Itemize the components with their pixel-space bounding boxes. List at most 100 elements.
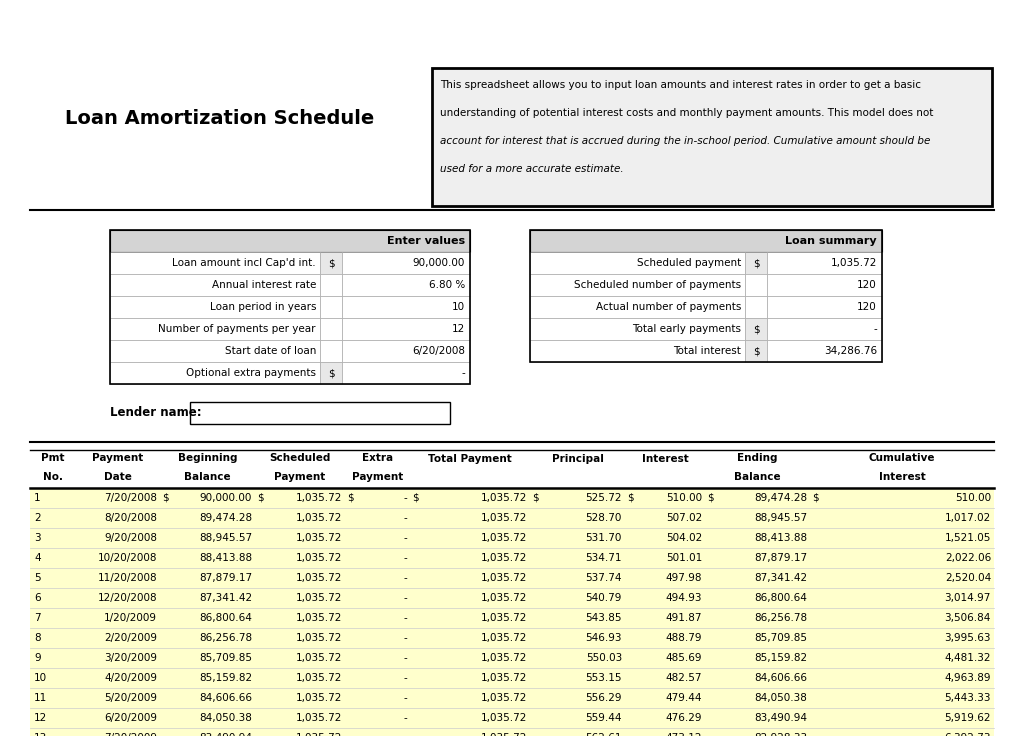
Text: 1,035.72: 1,035.72	[296, 733, 342, 736]
Text: 1,035.72: 1,035.72	[296, 613, 342, 623]
Text: 482.57: 482.57	[666, 673, 702, 683]
Text: 540.79: 540.79	[586, 593, 622, 603]
Text: Balance: Balance	[734, 472, 781, 482]
Text: 88,413.88: 88,413.88	[199, 553, 252, 563]
Text: 1,035.72: 1,035.72	[296, 693, 342, 703]
Text: 8/20/2008: 8/20/2008	[104, 513, 157, 523]
Text: 3,995.63: 3,995.63	[944, 633, 991, 643]
Text: Total Payment: Total Payment	[428, 455, 512, 464]
Text: 10: 10	[34, 673, 47, 683]
Text: This spreadsheet allows you to input loan amounts and interest rates in order to: This spreadsheet allows you to input loa…	[440, 80, 921, 90]
Text: 86,800.64: 86,800.64	[754, 593, 807, 603]
Bar	[342, 318, 470, 340]
Bar	[30, 648, 994, 668]
Text: 2,022.06: 2,022.06	[945, 553, 991, 563]
Bar	[342, 274, 470, 296]
Text: 2/20/2009: 2/20/2009	[104, 633, 157, 643]
Text: 10: 10	[452, 302, 465, 312]
Text: 531.70: 531.70	[586, 533, 622, 543]
Text: 6.80 %: 6.80 %	[429, 280, 465, 290]
Bar	[110, 362, 319, 384]
Bar	[110, 296, 319, 318]
Text: $: $	[627, 493, 634, 503]
Bar	[745, 274, 767, 296]
Text: 11/20/2008: 11/20/2008	[97, 573, 157, 583]
Text: -: -	[403, 613, 407, 623]
Bar	[767, 252, 882, 274]
Text: Actual number of payments: Actual number of payments	[596, 302, 741, 312]
Text: 1,035.72: 1,035.72	[480, 513, 527, 523]
Text: 556.29: 556.29	[586, 693, 622, 703]
Text: $: $	[707, 493, 714, 503]
Bar	[432, 68, 992, 206]
Text: No.: No.	[43, 472, 62, 482]
Text: 87,341.42: 87,341.42	[199, 593, 252, 603]
Text: 488.79: 488.79	[666, 633, 702, 643]
Text: $: $	[328, 258, 334, 268]
Text: 1,035.72: 1,035.72	[480, 613, 527, 623]
Text: 87,341.42: 87,341.42	[754, 573, 807, 583]
Text: 1,035.72: 1,035.72	[296, 573, 342, 583]
Text: used for a more accurate estimate.: used for a more accurate estimate.	[440, 164, 624, 174]
Text: Extra: Extra	[361, 453, 393, 463]
Text: 1,035.72: 1,035.72	[480, 733, 527, 736]
Bar	[745, 296, 767, 318]
Text: 510.00: 510.00	[954, 493, 991, 503]
Text: Optional extra payments: Optional extra payments	[186, 368, 316, 378]
Text: 1,035.72: 1,035.72	[296, 653, 342, 663]
Text: 3,014.97: 3,014.97	[944, 593, 991, 603]
Bar	[745, 318, 767, 340]
Text: 85,709.85: 85,709.85	[199, 653, 252, 663]
Text: 479.44: 479.44	[666, 693, 702, 703]
Bar	[30, 588, 994, 608]
Text: 1,035.72: 1,035.72	[296, 533, 342, 543]
Bar	[319, 274, 342, 296]
Bar	[319, 252, 342, 274]
Text: -: -	[403, 733, 407, 736]
Text: 1,035.72: 1,035.72	[480, 573, 527, 583]
Bar	[767, 274, 882, 296]
Text: 510.00: 510.00	[666, 493, 702, 503]
Bar	[319, 296, 342, 318]
Bar	[30, 508, 994, 528]
Text: 562.61: 562.61	[586, 733, 622, 736]
Bar	[30, 668, 994, 688]
Bar	[319, 318, 342, 340]
Text: 1,035.72: 1,035.72	[296, 513, 342, 523]
Text: 1,035.72: 1,035.72	[480, 493, 527, 503]
Text: 3/20/2009: 3/20/2009	[104, 653, 157, 663]
Text: Loan summary: Loan summary	[785, 236, 877, 246]
Text: 6/20/2009: 6/20/2009	[104, 713, 157, 723]
Text: Pmt: Pmt	[41, 453, 65, 463]
Text: -: -	[403, 713, 407, 723]
Text: 1,035.72: 1,035.72	[296, 713, 342, 723]
Text: understanding of potential interest costs and monthly payment amounts. This mode: understanding of potential interest cost…	[440, 108, 933, 118]
Text: 1,035.72: 1,035.72	[296, 553, 342, 563]
Text: Scheduled number of payments: Scheduled number of payments	[573, 280, 741, 290]
Text: 3: 3	[34, 533, 41, 543]
Text: 10/20/2008: 10/20/2008	[97, 553, 157, 563]
Text: -: -	[403, 573, 407, 583]
Text: 86,800.64: 86,800.64	[199, 613, 252, 623]
Text: 85,709.85: 85,709.85	[754, 633, 807, 643]
Text: Interest: Interest	[879, 472, 926, 482]
Text: 1: 1	[34, 493, 41, 503]
Text: 528.70: 528.70	[586, 513, 622, 523]
Text: 5/20/2009: 5/20/2009	[104, 693, 157, 703]
Text: 1,035.72: 1,035.72	[480, 553, 527, 563]
Text: -: -	[403, 533, 407, 543]
Text: 497.98: 497.98	[666, 573, 702, 583]
Bar	[319, 362, 342, 384]
Bar	[745, 340, 767, 362]
Text: 86,256.78: 86,256.78	[754, 613, 807, 623]
Text: $: $	[328, 368, 334, 378]
Text: 1,035.72: 1,035.72	[480, 533, 527, 543]
Text: 485.69: 485.69	[666, 653, 702, 663]
Text: 553.15: 553.15	[586, 673, 622, 683]
Text: -: -	[403, 673, 407, 683]
Text: 87,879.17: 87,879.17	[754, 553, 807, 563]
Bar	[530, 296, 745, 318]
Bar	[530, 230, 882, 252]
Text: $: $	[532, 493, 539, 503]
Text: 1,035.72: 1,035.72	[296, 493, 342, 503]
